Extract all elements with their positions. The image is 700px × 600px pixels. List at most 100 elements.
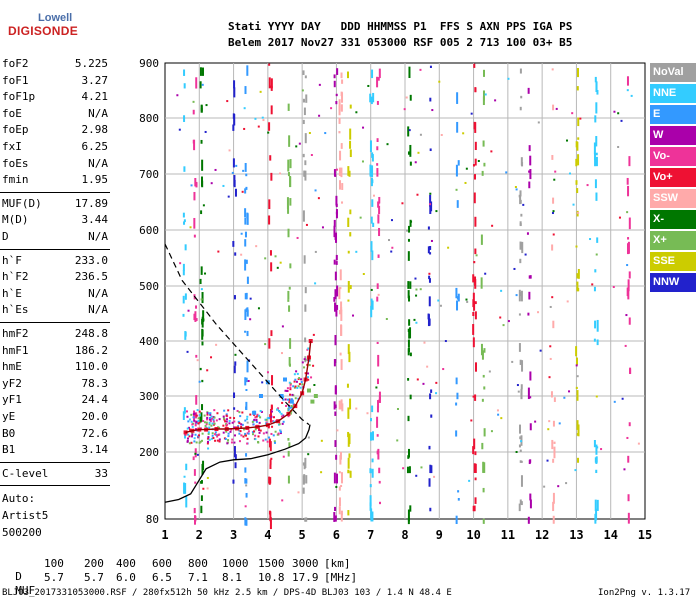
noise-mark <box>268 63 271 66</box>
noise-mark <box>407 347 410 352</box>
noise-mark <box>187 426 190 429</box>
x-tick-label: 2 <box>196 528 203 542</box>
cluster-mark <box>256 413 259 416</box>
noise-mark <box>593 338 596 342</box>
y-tick-label: 80 <box>146 513 159 526</box>
noise-mark <box>244 162 247 172</box>
cluster-mark <box>216 412 219 415</box>
cluster-mark <box>197 419 200 422</box>
noise-mark <box>472 324 475 335</box>
noise-mark <box>369 495 372 507</box>
noise-mark <box>195 305 198 309</box>
param-row-3: foE N/A <box>2 107 108 120</box>
noise-mark <box>429 192 432 195</box>
noise-mark <box>595 81 598 92</box>
noise-mark <box>575 180 578 185</box>
cluster-mark <box>295 380 298 383</box>
param-key: foEs <box>2 156 29 170</box>
cluster-mark <box>301 383 304 386</box>
noise-mark <box>245 453 248 457</box>
noise-mark <box>202 204 205 207</box>
noise-mark <box>575 364 578 367</box>
cluster-mark <box>202 420 205 423</box>
noise-mark <box>233 446 236 458</box>
cluster-mark <box>284 389 287 392</box>
noise-mark <box>429 203 432 214</box>
x-tick-label: 1 <box>161 528 168 542</box>
noise-mark <box>307 453 310 456</box>
param-value: 2.98 <box>81 123 109 137</box>
noise-mark <box>594 320 597 329</box>
noise-mark <box>182 411 185 420</box>
cluster-mark <box>289 382 292 385</box>
noise-mark <box>287 299 290 302</box>
noise-mark <box>371 152 374 158</box>
noise-mark <box>352 314 355 317</box>
cluster-mark <box>292 385 295 388</box>
cluster-mark <box>225 430 228 433</box>
muf-value: 7.1 <box>188 571 208 584</box>
cluster-mark <box>293 380 296 383</box>
series-point <box>252 410 257 415</box>
cluster-mark <box>249 413 252 416</box>
noise-mark <box>201 292 204 304</box>
noise-mark <box>390 219 393 222</box>
noise-mark <box>589 238 592 241</box>
noise-mark <box>577 211 580 214</box>
noise-mark <box>455 402 458 406</box>
noise-mark <box>429 464 432 474</box>
noise-mark <box>462 132 465 135</box>
noise-mark <box>193 296 196 300</box>
noise-mark <box>234 353 237 356</box>
noise-mark <box>574 469 577 472</box>
noise-mark <box>303 174 306 177</box>
cluster-mark <box>289 388 292 391</box>
series-point <box>307 388 311 393</box>
noise-mark <box>370 418 373 422</box>
param-key: B1 <box>2 443 16 457</box>
noise-mark <box>214 168 217 171</box>
noise-mark <box>376 450 379 455</box>
cluster-mark <box>225 420 228 423</box>
cluster-mark <box>229 416 232 419</box>
noise-mark <box>348 170 351 177</box>
cluster-mark <box>238 411 241 414</box>
noise-mark <box>576 188 579 194</box>
cluster-mark <box>288 381 291 384</box>
noise-mark <box>269 415 272 423</box>
noise-mark <box>407 448 410 458</box>
param-value: N/A <box>88 156 108 170</box>
noise-mark <box>376 378 379 385</box>
noise-mark <box>519 195 522 205</box>
noise-mark <box>369 168 372 177</box>
noise-mark <box>183 219 186 223</box>
cluster-mark <box>254 434 257 437</box>
noise-mark <box>520 501 523 506</box>
noise-mark <box>435 210 438 213</box>
cluster-mark <box>240 425 243 428</box>
noise-mark <box>391 246 394 249</box>
noise-mark <box>499 316 502 319</box>
distance-value: 3000 <box>292 557 319 570</box>
cluster-mark <box>291 406 294 409</box>
noise-mark <box>201 67 204 76</box>
param-key: foF1 <box>2 73 29 87</box>
noise-mark <box>429 203 432 206</box>
y-tick-label: 900 <box>139 57 159 70</box>
noise-mark <box>270 457 273 460</box>
noise-mark <box>595 152 598 156</box>
noise-mark <box>415 294 418 297</box>
noise-mark <box>335 209 338 219</box>
distance-value: 200 <box>84 557 104 570</box>
muf-value: 8.1 <box>222 571 242 584</box>
noise-mark <box>347 166 350 176</box>
x-tick-label: 4 <box>264 528 271 542</box>
param-key: hmF1 <box>2 343 29 357</box>
cluster-mark <box>272 420 275 423</box>
param-separator <box>0 248 110 250</box>
cluster-mark <box>225 423 228 426</box>
noise-mark <box>304 170 307 181</box>
noise-mark <box>409 281 412 289</box>
cluster-mark <box>257 441 260 444</box>
noise-mark <box>551 155 554 160</box>
